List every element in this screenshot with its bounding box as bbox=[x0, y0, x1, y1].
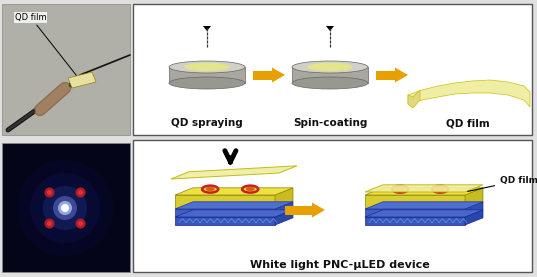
Circle shape bbox=[78, 221, 83, 226]
FancyBboxPatch shape bbox=[2, 4, 130, 135]
Text: QD film: QD film bbox=[446, 118, 490, 128]
Circle shape bbox=[76, 188, 85, 198]
Ellipse shape bbox=[169, 61, 245, 73]
FancyBboxPatch shape bbox=[2, 143, 130, 272]
FancyBboxPatch shape bbox=[133, 140, 532, 272]
Polygon shape bbox=[395, 68, 408, 83]
Ellipse shape bbox=[206, 187, 215, 191]
Circle shape bbox=[76, 219, 85, 229]
Circle shape bbox=[47, 221, 52, 226]
Polygon shape bbox=[175, 209, 275, 217]
Circle shape bbox=[45, 219, 54, 229]
Polygon shape bbox=[365, 210, 483, 217]
FancyBboxPatch shape bbox=[253, 71, 272, 79]
Circle shape bbox=[58, 201, 72, 215]
Polygon shape bbox=[175, 188, 293, 195]
Polygon shape bbox=[365, 185, 483, 192]
Polygon shape bbox=[365, 217, 465, 225]
Ellipse shape bbox=[396, 187, 405, 191]
Polygon shape bbox=[465, 202, 483, 217]
Text: QD film: QD film bbox=[15, 13, 78, 78]
Circle shape bbox=[53, 196, 77, 220]
FancyBboxPatch shape bbox=[285, 206, 312, 214]
Ellipse shape bbox=[436, 187, 445, 191]
Polygon shape bbox=[312, 202, 325, 217]
Polygon shape bbox=[365, 209, 465, 217]
Polygon shape bbox=[408, 90, 420, 108]
Ellipse shape bbox=[169, 77, 245, 89]
Circle shape bbox=[47, 190, 52, 195]
Text: White light PNC-μLED device: White light PNC-μLED device bbox=[250, 260, 430, 270]
Polygon shape bbox=[175, 217, 275, 225]
Polygon shape bbox=[171, 166, 297, 179]
Polygon shape bbox=[465, 210, 483, 225]
Polygon shape bbox=[175, 210, 293, 217]
Polygon shape bbox=[365, 195, 465, 209]
Polygon shape bbox=[175, 202, 293, 209]
Polygon shape bbox=[169, 67, 245, 83]
Polygon shape bbox=[275, 202, 293, 217]
Text: QD spraying: QD spraying bbox=[171, 118, 243, 128]
Polygon shape bbox=[272, 68, 285, 83]
Ellipse shape bbox=[184, 63, 230, 71]
Polygon shape bbox=[365, 188, 483, 195]
Text: QD film: QD film bbox=[468, 176, 537, 191]
Ellipse shape bbox=[307, 63, 353, 71]
Polygon shape bbox=[68, 72, 96, 88]
Polygon shape bbox=[203, 26, 211, 31]
Circle shape bbox=[17, 160, 113, 256]
Polygon shape bbox=[292, 67, 368, 83]
FancyBboxPatch shape bbox=[133, 4, 532, 135]
Polygon shape bbox=[275, 188, 293, 209]
Ellipse shape bbox=[246, 187, 255, 191]
Circle shape bbox=[61, 204, 69, 212]
Polygon shape bbox=[465, 188, 483, 209]
Ellipse shape bbox=[292, 77, 368, 89]
Circle shape bbox=[43, 186, 87, 230]
Polygon shape bbox=[365, 202, 483, 209]
Circle shape bbox=[78, 190, 83, 195]
Circle shape bbox=[45, 188, 54, 198]
Ellipse shape bbox=[292, 61, 368, 73]
Text: Spin-coating: Spin-coating bbox=[293, 118, 367, 128]
Circle shape bbox=[30, 173, 100, 243]
FancyBboxPatch shape bbox=[376, 71, 395, 79]
Polygon shape bbox=[175, 195, 275, 209]
Polygon shape bbox=[275, 210, 293, 225]
Polygon shape bbox=[326, 26, 334, 31]
Polygon shape bbox=[408, 80, 530, 107]
